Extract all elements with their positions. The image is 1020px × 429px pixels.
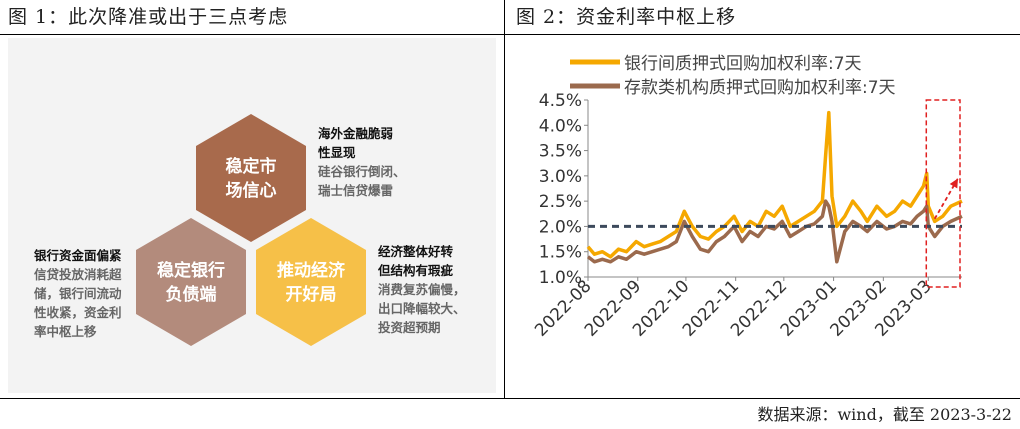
note-top-body-1: 硅谷银行倒闭、 [318,164,406,179]
note-top-body-2: 瑞士信贷爆雷 [318,183,393,198]
bottom-rule [0,398,1020,399]
center-divider [504,0,505,398]
note-right-body-3: 投资超预期 [378,320,441,335]
hex-market-line1: 稳定市 [226,156,277,177]
legend-label-0: 银行间质押式回购加权利率:7天 [624,54,862,74]
y-tick-label: 1.5% [539,243,582,263]
note-right-heading-2: 但结构有瑕疵 [377,263,454,278]
hexagon-diagram: 稳定市 场信心 稳定银行 负债端 推动经济 开好局 海外金融脆弱 性显现 硅谷银… [33,114,466,346]
note-right-heading-1: 经济整体好转 [378,244,454,259]
hex-bank-line2: 负债端 [166,284,217,305]
right-panel-title: 图 2：资金利率中枢上移 [516,6,737,28]
note-top-heading-2: 性显现 [317,145,356,160]
y-tick-label: 4.5% [539,91,582,111]
y-tick-label: 2.5% [539,192,582,212]
note-left-body-3: 性收紧，资金利 [33,305,122,320]
note-left-heading: 银行资金面偏紧 [34,248,122,263]
series-line-0 [586,110,963,259]
note-left-body-4: 率中枢上移 [34,324,97,339]
y-tick-label: 4.0% [539,116,582,136]
hex-economy-line2: 开好局 [286,284,337,305]
note-right-body-1: 消费复苏偏慢， [378,282,466,297]
top-rule [0,34,1020,35]
hexagon-economy-start [256,218,366,346]
trend-arrow-head [949,178,958,189]
note-top-heading-1: 海外金融脆弱 [318,126,393,141]
y-tick-label: 3.5% [539,142,582,162]
note-right-body-2: 出口降幅较大、 [378,301,466,316]
hex-economy-line1: 推动经济 [277,260,346,281]
highlight-box [925,99,961,288]
y-tick-label: 1.0% [539,268,582,288]
hex-market-line2: 场信心 [226,180,277,201]
rate-line-chart: 1.0%1.5%2.0%2.5%3.0%3.5%4.0%4.5%2022-082… [531,54,963,341]
y-tick-label: 3.0% [539,167,582,187]
note-left-body-2: 储，银行间流动 [33,286,122,301]
left-panel-title: 图 1：此次降准或出于三点考虑 [8,6,289,28]
series-line-1 [586,199,963,264]
legend-label-1: 存款类机构质押式回购加权利率:7天 [624,78,896,98]
hexagon-market-confidence [196,114,306,242]
note-left-body-1: 信贷投放消耗超 [34,267,122,282]
y-tick-label: 2.0% [539,217,582,237]
hex-bank-line1: 稳定银行 [157,260,225,281]
data-source-note: 数据来源：wind，截至 2023-3-22 [757,405,1012,424]
hexagon-bank-liabilities [136,218,246,346]
